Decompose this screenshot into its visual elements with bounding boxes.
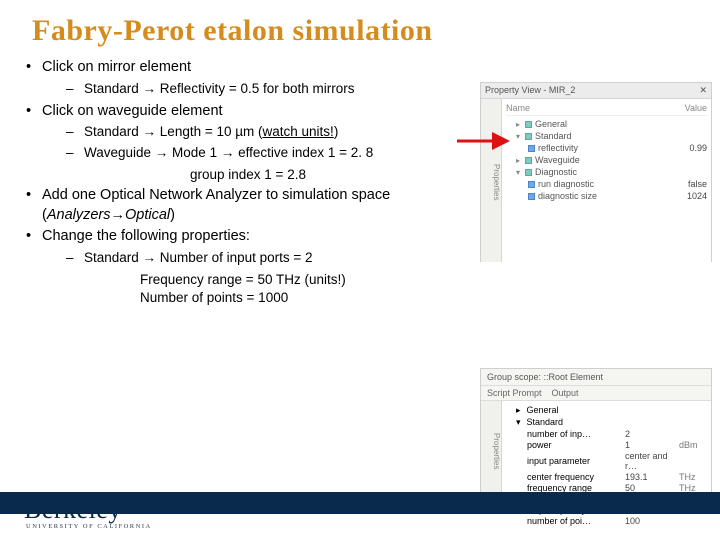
sub-waveguide-length: Standard → Length = 10 µm (watch units!) [42, 123, 460, 141]
sub-waveguide-mode: Waveguide → Mode 1 → effective index 1 =… [42, 144, 460, 162]
group-scope: Group scope: ::Root Element [487, 372, 603, 382]
slide-content: Click on mirror element Standard → Refle… [0, 50, 460, 307]
red-arrow-icon [457, 131, 517, 151]
property-tree-2: ▸General ▾Standard number of inp…2 power… [502, 401, 711, 497]
row-reflectivity: reflectivity0.99 [506, 142, 707, 154]
panel-title-text: Property View - MIR_2 [485, 85, 575, 96]
bullet-waveguide: Click on waveguide element Standard → Le… [20, 102, 460, 184]
sub-mirror-reflectivity: Standard → Reflectivity = 0.5 for both m… [42, 80, 460, 98]
bullet-mirror: Click on mirror element Standard → Refle… [20, 58, 460, 98]
sub-freq-range: Frequency range = 50 THz (units!) [42, 271, 460, 289]
bullet-change-props: Change the following properties: Standar… [20, 227, 460, 307]
sub-waveguide-group-index: group index 1 = 2.8 [42, 166, 460, 184]
panel-sidebar-2: Properties [481, 401, 502, 497]
berkeley-logo: Berkeley UNIVERSITY OF CALIFORNIA [24, 495, 152, 530]
screenshot-property-panel-analyzer: Group scope: ::Root Element Script Promp… [480, 368, 712, 498]
close-icon: ✕ [699, 85, 707, 96]
sub-num-input-ports: Standard → Number of input ports = 2 [42, 249, 460, 267]
sub-num-points: Number of points = 1000 [42, 289, 460, 307]
screenshot-property-panel-mirror: Property View - MIR_2 ✕ Properties Name … [480, 82, 712, 262]
panel-sidebar: Properties [481, 99, 502, 262]
property-tree: Name Value ▸General ▾Standard reflectivi… [502, 99, 711, 262]
tab-script-prompt: Script Prompt [487, 388, 542, 398]
slide-title: Fabry-Perot etalon simulation [0, 0, 720, 50]
bullet-add-analyzer: Add one Optical Network Analyzer to simu… [20, 186, 460, 225]
tab-output: Output [552, 388, 579, 398]
